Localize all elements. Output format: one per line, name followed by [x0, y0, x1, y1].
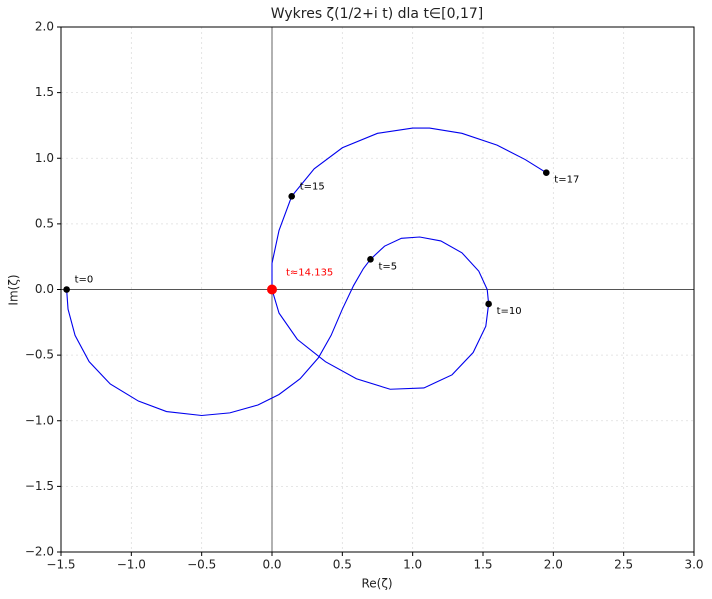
point-marker: [543, 169, 550, 176]
point-label: t=17: [554, 175, 579, 186]
point-marker: [63, 286, 70, 293]
x-tick-label: 0.0: [262, 558, 281, 572]
x-tick-label: 2.5: [614, 558, 633, 572]
point-label: t=10: [497, 306, 522, 317]
y-tick-label: 1.5: [35, 85, 54, 99]
y-tick-label: 2.0: [35, 20, 54, 34]
point-label: t=15: [300, 181, 325, 192]
y-tick-label: −1.0: [25, 413, 54, 427]
point-marker: [267, 284, 277, 295]
point-marker: [288, 193, 295, 200]
x-tick-label: 3.0: [684, 558, 703, 572]
y-tick-label: 1.0: [35, 151, 54, 165]
x-tick-label: −1.0: [117, 558, 146, 572]
x-tick-label: 2.0: [544, 558, 563, 572]
x-tick-label: 0.5: [333, 558, 352, 572]
plot-frame: [60, 26, 695, 553]
point-label: t=5: [378, 261, 397, 272]
point-marker: [485, 300, 492, 308]
point-marker: [367, 256, 374, 263]
curve: [66, 127, 547, 417]
chart-title: Wykres ζ(1/2+i t) dla t∈[0,17]: [271, 6, 483, 22]
point-label: t≈14.135: [286, 268, 333, 279]
y-tick-label: 0.0: [35, 282, 54, 296]
x-tick-label: 1.0: [403, 558, 422, 572]
y-tick-label: −0.5: [25, 348, 54, 362]
x-axis-label: Re(ζ): [361, 577, 392, 591]
y-axis-label: Im(ζ): [7, 274, 21, 305]
y-tick-label: −1.5: [25, 479, 54, 493]
x-tick-label: −0.5: [187, 558, 216, 572]
y-tick-label: −2.0: [25, 545, 54, 559]
y-tick-label: 0.5: [35, 216, 54, 230]
point-label: t=0: [75, 275, 94, 286]
x-tick-label: 1.5: [473, 558, 492, 572]
x-tick-label: −1.5: [46, 558, 75, 572]
